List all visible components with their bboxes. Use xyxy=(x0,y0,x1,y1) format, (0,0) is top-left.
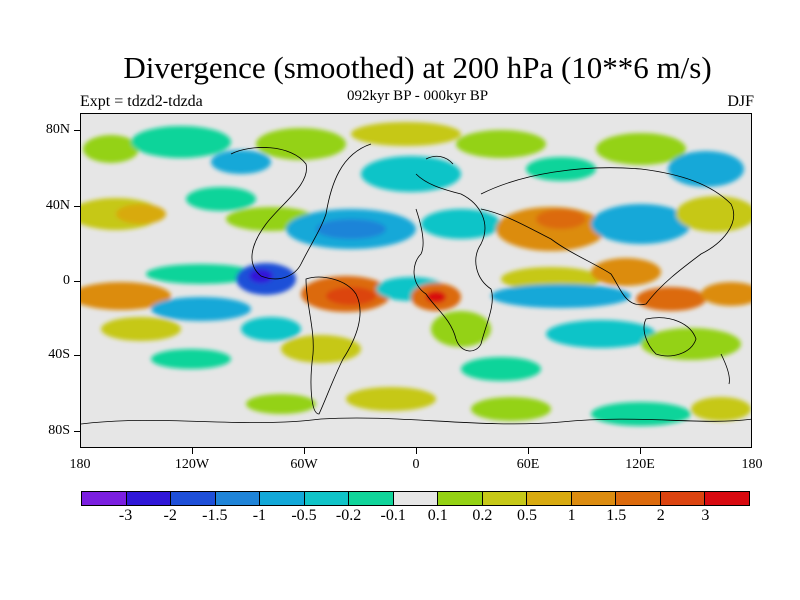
lon-tick xyxy=(192,448,193,454)
colorbar-label: 0.5 xyxy=(517,507,537,524)
colorbar-swatch xyxy=(660,492,706,505)
divergence-map xyxy=(81,114,751,447)
lon-tick xyxy=(304,448,305,454)
coastlines xyxy=(81,143,751,425)
lon-label-120e: 120E xyxy=(625,457,655,472)
lon-tick xyxy=(528,448,529,454)
lat-label-eq: 0 xyxy=(63,273,70,288)
chart-title: Divergence (smoothed) at 200 hPa (10**6 … xyxy=(123,50,712,85)
colorbar-label: 0.2 xyxy=(472,507,493,524)
lon-label-0: 0 xyxy=(412,457,420,472)
season-label: DJF xyxy=(727,93,754,110)
lon-label-60e: 60E xyxy=(516,457,540,472)
colorbar-label: 1 xyxy=(567,507,576,524)
lon-label-180w: 180 xyxy=(69,457,91,472)
period-label: 092kyr BP - 000kyr BP xyxy=(346,88,489,104)
colorbar xyxy=(81,491,750,506)
lat-tick xyxy=(74,130,80,131)
colorbar-label: -0.1 xyxy=(380,507,406,524)
colorbar-swatch xyxy=(304,492,350,505)
colorbar-label: -1 xyxy=(252,507,267,524)
divergence-field xyxy=(81,122,751,426)
colorbar-swatch xyxy=(482,492,528,505)
colorbar-label: 3 xyxy=(701,507,710,524)
colorbar-swatch xyxy=(82,492,127,505)
colorbar-swatch xyxy=(349,492,394,505)
colorbar-swatch xyxy=(527,492,572,505)
lat-label-80n: 80N xyxy=(45,122,70,137)
colorbar-swatch xyxy=(215,492,261,505)
lat-tick xyxy=(74,206,80,207)
lon-label-180e: 180 xyxy=(741,457,763,472)
colorbar-swatch xyxy=(438,492,483,505)
colorbar-swatch xyxy=(126,492,172,505)
colorbar-label: 2 xyxy=(656,507,665,524)
colorbar-swatch xyxy=(393,492,439,505)
colorbar-swatch xyxy=(705,492,749,505)
colorbar-swatch xyxy=(571,492,617,505)
lat-label-80s: 80S xyxy=(48,423,70,438)
lat-label-40n: 40N xyxy=(45,198,70,213)
colorbar-label: -2 xyxy=(163,507,177,524)
colorbar-label: -1.5 xyxy=(202,507,228,524)
colorbar-swatch xyxy=(616,492,661,505)
colorbar-swatch xyxy=(260,492,305,505)
colorbar-label: -0.5 xyxy=(291,507,317,524)
lat-tick xyxy=(74,355,80,356)
map-plot-area xyxy=(80,113,752,448)
lat-label-40s: 40S xyxy=(48,347,70,362)
colorbar-label: 1.5 xyxy=(606,507,627,524)
lon-label-120w: 120W xyxy=(174,457,210,472)
colorbar-label: 0.1 xyxy=(427,507,448,524)
experiment-label: Expt = tdzd2-tdzda xyxy=(80,93,203,110)
lat-tick xyxy=(74,281,80,282)
colorbar-label: -3 xyxy=(118,507,133,524)
lon-tick xyxy=(640,448,641,454)
lon-tick xyxy=(416,448,417,454)
colorbar-label: -0.2 xyxy=(335,507,362,524)
colorbar-swatch xyxy=(171,492,216,505)
lat-tick xyxy=(74,431,80,432)
lon-label-60w: 60W xyxy=(290,457,318,472)
